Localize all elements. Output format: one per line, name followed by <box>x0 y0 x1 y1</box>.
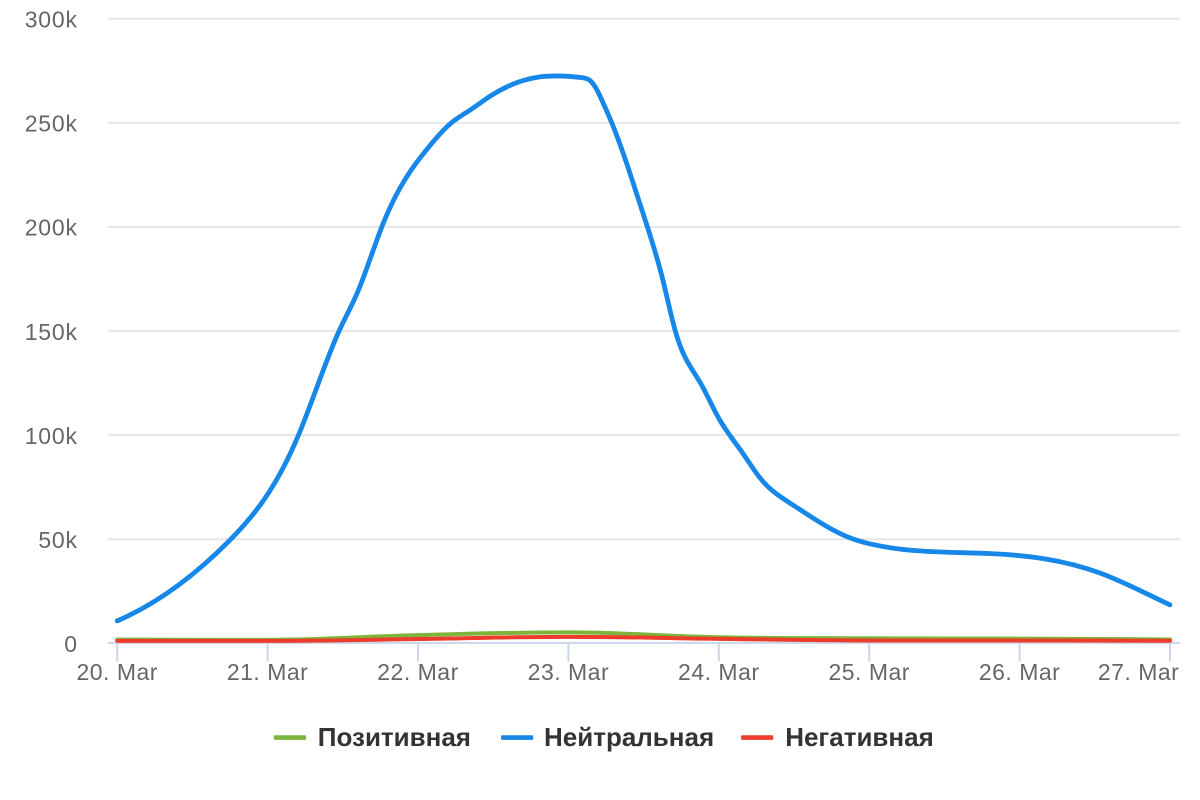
svg-text:26. Mar: 26. Mar <box>979 659 1060 685</box>
svg-text:50k: 50k <box>38 527 77 553</box>
svg-text:0: 0 <box>64 631 78 657</box>
svg-text:150k: 150k <box>25 319 78 345</box>
svg-text:21. Mar: 21. Mar <box>227 659 308 685</box>
svg-text:100k: 100k <box>25 423 78 449</box>
svg-text:300k: 300k <box>25 7 78 33</box>
svg-text:20. Mar: 20. Mar <box>76 659 157 685</box>
svg-text:23. Mar: 23. Mar <box>528 659 609 685</box>
svg-text:Негативная: Негативная <box>785 722 934 752</box>
svg-text:Нейтральная: Нейтральная <box>544 722 714 752</box>
svg-text:200k: 200k <box>25 215 78 241</box>
svg-text:250k: 250k <box>25 111 78 137</box>
svg-text:27. Mar: 27. Mar <box>1098 659 1179 685</box>
svg-text:22. Mar: 22. Mar <box>377 659 458 685</box>
svg-text:25. Mar: 25. Mar <box>828 659 909 685</box>
svg-text:Позитивная: Позитивная <box>318 722 471 752</box>
svg-text:24. Mar: 24. Mar <box>678 659 759 685</box>
